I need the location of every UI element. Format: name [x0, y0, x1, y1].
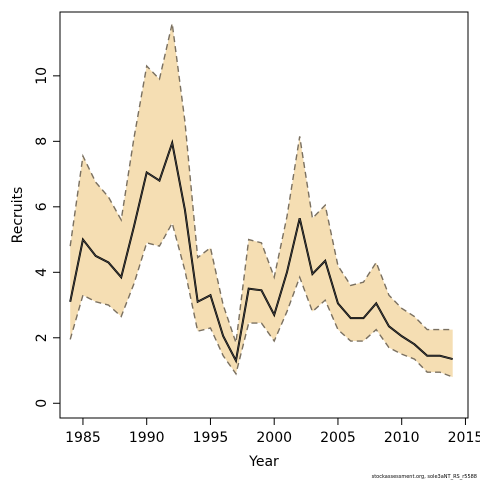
x-tick-label: 2005 [320, 430, 356, 446]
x-axis-title: Year [248, 454, 279, 470]
x-tick-label: 1985 [65, 430, 101, 446]
x-tick-label: 1990 [129, 430, 165, 446]
x-axis: 1985 1990 1995 2000 2005 2010 2015 [65, 418, 480, 446]
plot-area [69, 23, 453, 378]
y-tick-label: 4 [34, 268, 50, 277]
y-tick-label: 0 [34, 399, 50, 408]
upper-bound-line [69, 23, 453, 343]
lower-bound-line [69, 221, 453, 378]
y-axis: 0 2 4 6 8 10 [34, 67, 60, 408]
y-tick-label: 10 [34, 67, 50, 85]
x-tick-label: 2015 [448, 430, 480, 446]
estimate-line-inner [69, 141, 453, 362]
x-tick-label: 1995 [193, 430, 229, 446]
caption: stockassessment.org, sole3aNT_RS_r5588 [372, 474, 477, 480]
confidence-band [70, 23, 453, 378]
y-tick-label: 8 [34, 137, 50, 146]
x-tick-label: 2010 [384, 430, 420, 446]
y-tick-label: 6 [34, 202, 50, 211]
plot-frame [59, 11, 469, 419]
x-tick-label: 2000 [256, 430, 292, 446]
y-tick-label: 2 [34, 333, 50, 342]
y-axis-title: Recruits [10, 187, 26, 244]
